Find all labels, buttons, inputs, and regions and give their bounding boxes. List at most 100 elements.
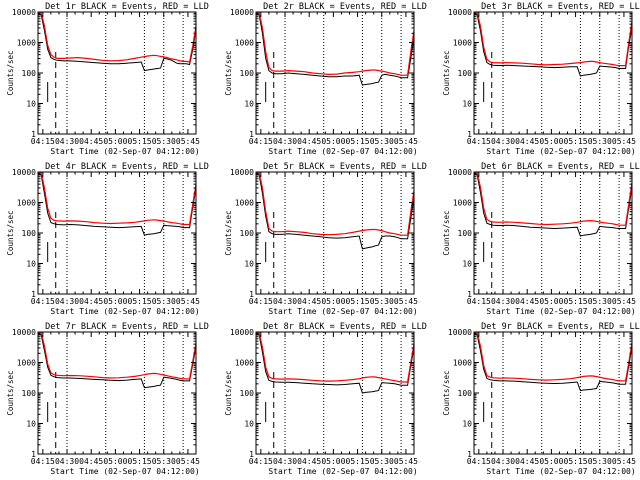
y-tick-label: 1: [467, 290, 472, 299]
y-tick-label: 100: [240, 229, 255, 238]
x-tick-label: 05:00: [103, 297, 127, 306]
x-tick-label: 05:45: [176, 297, 200, 306]
x-tick-label: 05:45: [394, 137, 418, 146]
x-tick-label: 04:45: [515, 137, 539, 146]
y-tick-label: 1: [467, 450, 472, 459]
plot-frame: [37, 171, 197, 295]
plot-frame: [37, 331, 197, 455]
x-tick-label: 04:45: [79, 457, 103, 466]
x-tick-label: 04:30: [491, 297, 515, 306]
x-axis-label: Start Time (02-Sep-07 04:12:00): [50, 307, 199, 316]
lld-series-line: [38, 12, 196, 63]
lld-series-line: [474, 172, 632, 226]
detector-panel-4: 1 10 100 1000 10000 04:15 04:30 04:45 05:00 05:15…: [6, 162, 209, 316]
x-tick-label: 04:45: [297, 137, 321, 146]
y-tick-label: 1: [467, 130, 472, 139]
x-tick-label: 04:15: [249, 137, 273, 146]
x-tick-label: 04:30: [273, 457, 297, 466]
lld-series-line: [256, 172, 414, 236]
x-axis-label: Start Time (02-Sep-07 04:12:00): [486, 147, 635, 156]
y-tick-label: 1000: [453, 199, 472, 208]
plot-frame: [473, 11, 633, 135]
x-tick-label: 05:00: [321, 137, 345, 146]
y-tick-label: 10: [244, 260, 254, 269]
y-tick-label: 1000: [235, 199, 254, 208]
x-tick-label: 05:15: [346, 457, 370, 466]
x-tick-label: 05:00: [321, 297, 345, 306]
y-axis-label: Counts/sec: [224, 50, 233, 95]
y-tick-label: 1000: [235, 39, 254, 48]
x-tick-label: 05:15: [346, 137, 370, 146]
x-tick-label: 05:15: [564, 297, 588, 306]
y-axis-label: Counts/sec: [442, 370, 451, 415]
x-tick-label: 05:30: [588, 457, 612, 466]
x-tick-label: 05:30: [152, 137, 176, 146]
panel-title: Det 3r BLACK = Events, RED = LLD: [481, 2, 640, 12]
y-tick-label: 1000: [17, 359, 36, 368]
lld-series-line: [38, 332, 196, 380]
x-tick-label: 05:45: [176, 137, 200, 146]
y-axis-label: Counts/sec: [224, 370, 233, 415]
x-tick-label: 04:30: [55, 457, 79, 466]
detector-panel-2: 1 10 100 1000 10000 04:15 04:30 04:45 05:00 05:15…: [224, 2, 427, 156]
y-tick-label: 10: [244, 100, 254, 109]
detector-panel-1: 1 10 100 1000 10000 04:15 04:30 04:45 05:00 05:15…: [6, 2, 209, 156]
y-tick-label: 1: [31, 130, 36, 139]
y-tick-label: 10: [462, 420, 472, 429]
x-tick-label: 05:30: [588, 297, 612, 306]
y-axis-label: Counts/sec: [224, 210, 233, 255]
y-tick-label: 100: [458, 389, 473, 398]
y-tick-label: 100: [240, 389, 255, 398]
events-series-line: [38, 12, 196, 72]
x-tick-label: 05:00: [321, 457, 345, 466]
y-axis-label: Counts/sec: [442, 210, 451, 255]
y-tick-label: 10000: [448, 168, 472, 177]
y-tick-label: 100: [458, 229, 473, 238]
y-tick-label: 1: [31, 290, 36, 299]
x-tick-label: 04:30: [55, 137, 79, 146]
y-tick-label: 100: [22, 389, 37, 398]
x-tick-label: 04:30: [491, 457, 515, 466]
x-tick-label: 04:15: [31, 137, 55, 146]
x-tick-label: 05:45: [394, 457, 418, 466]
events-series-line: [474, 12, 632, 77]
y-tick-label: 10000: [12, 168, 36, 177]
x-tick-label: 04:15: [31, 457, 55, 466]
y-axis-label: Counts/sec: [6, 370, 15, 415]
y-tick-label: 1000: [453, 39, 472, 48]
y-tick-label: 10: [462, 260, 472, 269]
y-tick-label: 10000: [12, 8, 36, 17]
y-axis-label: Counts/sec: [442, 50, 451, 95]
y-tick-label: 10000: [230, 328, 254, 337]
x-tick-label: 05:30: [152, 297, 176, 306]
events-series-line: [474, 332, 632, 392]
x-tick-label: 04:45: [515, 297, 539, 306]
x-tick-label: 05:45: [176, 457, 200, 466]
x-tick-label: 05:45: [394, 297, 418, 306]
detector-panel-7: 1 10 100 1000 10000 04:15 04:30 04:45 05:00 05:15…: [6, 322, 209, 476]
panel-title: Det 6r BLACK = Events, RED = LLD: [481, 162, 640, 172]
x-tick-label: 04:45: [79, 137, 103, 146]
y-tick-label: 100: [22, 69, 37, 78]
y-tick-label: 1000: [235, 359, 254, 368]
panel-title: Det 5r BLACK = Events, RED = LLD: [263, 162, 427, 172]
events-series-line: [256, 172, 414, 250]
y-tick-label: 100: [240, 69, 255, 78]
x-tick-label: 04:15: [467, 137, 491, 146]
x-tick-label: 05:45: [612, 137, 636, 146]
detector-panel-6: 1 10 100 1000 10000 04:15 04:30 04:45 05:00 05:15…: [442, 162, 640, 316]
events-series-line: [38, 172, 196, 236]
x-tick-label: 05:15: [564, 137, 588, 146]
x-tick-label: 05:00: [539, 457, 563, 466]
events-series-line: [256, 12, 414, 86]
x-axis-label: Start Time (02-Sep-07 04:12:00): [486, 467, 635, 476]
y-tick-label: 10000: [448, 328, 472, 337]
detector-panel-3: 1 10 100 1000 10000 04:15 04:30 04:45 05:00 05:15…: [442, 2, 640, 156]
x-tick-label: 04:45: [297, 297, 321, 306]
y-tick-label: 10000: [12, 328, 36, 337]
events-series-line: [474, 172, 632, 237]
x-axis-label: Start Time (02-Sep-07 04:12:00): [50, 147, 199, 156]
x-axis-label: Start Time (02-Sep-07 04:12:00): [486, 307, 635, 316]
x-tick-label: 05:15: [128, 297, 152, 306]
